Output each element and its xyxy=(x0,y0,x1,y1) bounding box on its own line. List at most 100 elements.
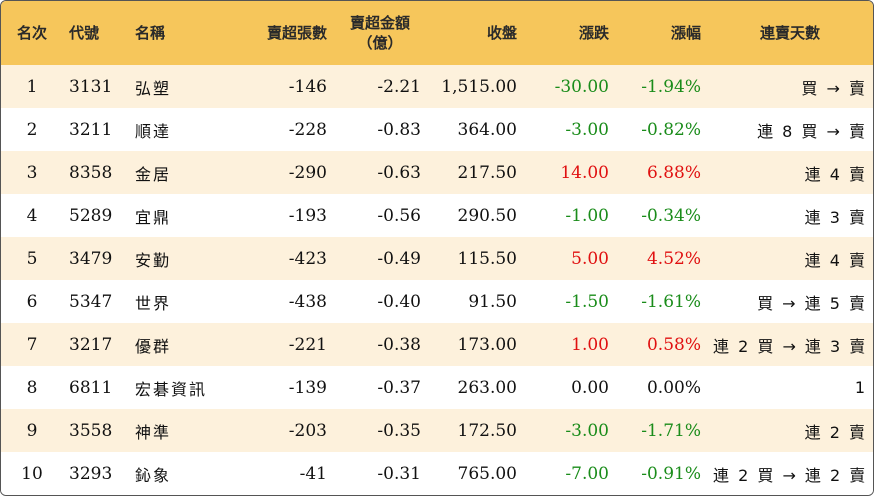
cell-name: 宜鼎 xyxy=(135,207,172,227)
cell-pct: -1.94% xyxy=(641,76,701,97)
table-row: 4 5289 宜鼎 -193 -0.56 290.50 -1.00 -0.34% 連 3 賣 xyxy=(1,194,873,237)
cell-sell-lots: -221 xyxy=(288,334,327,355)
cell-close: 1,515.00 xyxy=(441,76,517,97)
cell-days: 連 4 賣 xyxy=(804,250,867,270)
cell-pct: 0.58% xyxy=(646,334,701,355)
table-row: 1 3131 弘塑 -146 -2.21 1,515.00 -30.00 -1.94% 買 → … xyxy=(1,65,873,108)
table-row: 3 8358 金居 -290 -0.63 217.50 14.00 6.88% 連 4 賣 xyxy=(1,151,873,194)
header-sell-amount-line2: （億） xyxy=(357,34,403,52)
cell-days: 買 → 連 5 賣 xyxy=(757,293,867,313)
header-change: 漲跌 xyxy=(578,24,609,42)
cell-name: 宏碁資訊 xyxy=(135,379,208,399)
cell-change: 0.00 xyxy=(571,377,609,398)
cell-rank: 5 xyxy=(26,248,38,269)
cell-code: 3131 xyxy=(69,76,113,97)
cell-rank: 3 xyxy=(26,162,38,183)
cell-sell-amount: -0.31 xyxy=(377,463,421,484)
cell-name: 金居 xyxy=(135,164,172,184)
table-row: 6 5347 世界 -438 -0.40 91.50 -1.50 -1.61% 買 → 連 5 … xyxy=(1,280,873,323)
cell-pct: -1.71% xyxy=(641,420,701,441)
header-sell-amount: 賣超金額 （億） xyxy=(333,1,427,65)
cell-pct: 6.88% xyxy=(646,162,701,183)
cell-sell-lots: -203 xyxy=(288,420,327,441)
header-sell-amount-line1: 賣超金額 xyxy=(349,14,410,32)
cell-rank: 4 xyxy=(26,205,38,226)
cell-sell-lots: -438 xyxy=(288,291,327,312)
cell-pct: 4.52% xyxy=(646,248,701,269)
header-days: 連賣天數 xyxy=(759,24,820,42)
table-body: 1 3131 弘塑 -146 -2.21 1,515.00 -30.00 -1.94% 買 → … xyxy=(1,65,873,495)
cell-close: 765.00 xyxy=(457,463,517,484)
cell-change: -30.00 xyxy=(554,76,609,97)
cell-sell-amount: -2.21 xyxy=(377,76,421,97)
cell-sell-amount: -0.40 xyxy=(377,291,421,312)
cell-change: 14.00 xyxy=(560,162,609,183)
cell-close: 290.50 xyxy=(457,205,517,226)
header-rank: 名次 xyxy=(16,24,47,42)
cell-change: -3.00 xyxy=(565,119,609,140)
cell-code: 8358 xyxy=(69,162,113,183)
cell-sell-lots: -193 xyxy=(288,205,327,226)
cell-code: 5347 xyxy=(69,291,113,312)
cell-sell-lots: -228 xyxy=(288,119,327,140)
cell-days: 連 2 買 → 連 2 賣 xyxy=(713,465,868,485)
cell-rank: 9 xyxy=(26,420,38,441)
cell-sell-amount: -0.38 xyxy=(377,334,421,355)
cell-sell-lots: -146 xyxy=(288,76,327,97)
cell-code: 3558 xyxy=(69,420,113,441)
table-row: 10 3293 鈊象 -41 -0.31 765.00 -7.00 -0.91% 連 2 買 →… xyxy=(1,452,873,495)
cell-close: 263.00 xyxy=(457,377,517,398)
cell-name: 安勤 xyxy=(135,250,172,270)
header-close: 收盤 xyxy=(486,24,517,42)
cell-code: 5289 xyxy=(69,205,113,226)
cell-close: 217.50 xyxy=(457,162,517,183)
header-name: 名稱 xyxy=(135,24,166,42)
cell-change: 1.00 xyxy=(571,334,609,355)
cell-code: 3211 xyxy=(69,119,113,140)
cell-change: -1.50 xyxy=(565,291,609,312)
table-row: 2 3211 順達 -228 -0.83 364.00 -3.00 -0.82% 連 8 買 →… xyxy=(1,108,873,151)
header-sell-lots: 賣超張數 xyxy=(266,24,327,42)
cell-days: 1 xyxy=(854,378,867,397)
cell-change: -1.00 xyxy=(565,205,609,226)
cell-sell-amount: -0.56 xyxy=(377,205,421,226)
cell-rank: 6 xyxy=(26,291,38,312)
cell-name: 神準 xyxy=(135,422,172,442)
cell-rank: 8 xyxy=(26,377,38,398)
table-row: 7 3217 優群 -221 -0.38 173.00 1.00 0.58% 連 2 買 → 連… xyxy=(1,323,873,366)
cell-days: 連 2 賣 xyxy=(804,422,867,442)
cell-rank: 2 xyxy=(26,119,38,140)
cell-sell-lots: -139 xyxy=(288,377,327,398)
cell-close: 364.00 xyxy=(457,119,517,140)
cell-change: 5.00 xyxy=(571,248,609,269)
cell-close: 172.50 xyxy=(457,420,517,441)
cell-name: 世界 xyxy=(135,293,172,313)
cell-days: 連 2 買 → 連 3 賣 xyxy=(713,336,868,356)
cell-sell-amount: -0.63 xyxy=(377,162,421,183)
cell-sell-lots: -423 xyxy=(288,248,327,269)
cell-code: 3293 xyxy=(69,463,113,484)
cell-pct: 0.00% xyxy=(646,377,701,398)
cell-days: 買 → 賣 xyxy=(801,78,867,98)
cell-name: 優群 xyxy=(135,336,172,356)
cell-sell-amount: -0.35 xyxy=(377,420,421,441)
cell-sell-amount: -0.37 xyxy=(377,377,421,398)
cell-pct: -0.91% xyxy=(641,463,701,484)
header-code: 代號 xyxy=(69,24,100,42)
cell-pct: -0.34% xyxy=(641,205,701,226)
table-header: 名次 代號 名稱 賣超張數 賣超金額 （億） 收盤 漲跌 漲幅 連賣天數 xyxy=(1,1,873,65)
cell-code: 3217 xyxy=(69,334,113,355)
cell-pct: -0.82% xyxy=(641,119,701,140)
cell-name: 弘塑 xyxy=(135,78,172,98)
cell-days: 連 4 賣 xyxy=(804,164,867,184)
cell-code: 6811 xyxy=(69,377,113,398)
header-row: 名次 代號 名稱 賣超張數 賣超金額 （億） 收盤 漲跌 漲幅 連賣天數 xyxy=(1,1,873,65)
header-pct: 漲幅 xyxy=(670,24,701,42)
cell-name: 鈊象 xyxy=(135,465,172,485)
cell-sell-amount: -0.83 xyxy=(377,119,421,140)
cell-sell-lots: -290 xyxy=(288,162,327,183)
cell-close: 173.00 xyxy=(457,334,517,355)
cell-days: 連 8 買 → 賣 xyxy=(757,121,867,141)
